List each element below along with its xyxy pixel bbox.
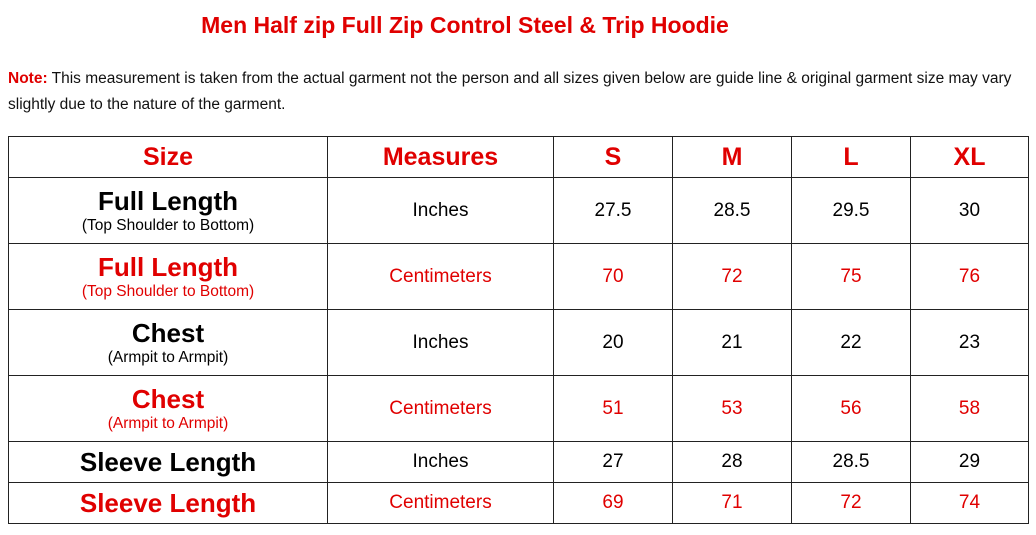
measure-description: (Top Shoulder to Bottom) xyxy=(81,282,255,300)
unit-cell: Centimeters xyxy=(327,243,554,310)
unit-cell: Inches xyxy=(327,177,554,244)
measure-cell: Chest (Armpit to Armpit) xyxy=(8,375,328,442)
value-xl: 30 xyxy=(910,177,1029,244)
value-s: 27.5 xyxy=(553,177,673,244)
value-l: 28.5 xyxy=(791,441,911,483)
value-m: 28.5 xyxy=(672,177,792,244)
measure-cell: Chest (Armpit to Armpit) xyxy=(8,309,328,376)
measure-cell: Sleeve Length xyxy=(8,482,328,524)
measure-cell: Full Length (Top Shoulder to Bottom) xyxy=(8,243,328,310)
measure-name: Chest xyxy=(131,383,205,414)
measure-name: Full Length xyxy=(97,251,239,282)
unit-cell: Inches xyxy=(327,309,554,376)
value-s: 69 xyxy=(553,482,673,524)
value-m: 71 xyxy=(672,482,792,524)
value-m: 53 xyxy=(672,375,792,442)
measure-description: (Armpit to Armpit) xyxy=(107,414,229,432)
header-l: L xyxy=(791,136,911,178)
value-s: 51 xyxy=(553,375,673,442)
unit-cell: Centimeters xyxy=(327,482,554,524)
value-l: 75 xyxy=(791,243,911,310)
value-s: 70 xyxy=(553,243,673,310)
value-l: 56 xyxy=(791,375,911,442)
value-l: 29.5 xyxy=(791,177,911,244)
table-row: Full Length (Top Shoulder to Bottom) Inc… xyxy=(8,177,1029,244)
value-xl: 23 xyxy=(910,309,1029,376)
value-m: 72 xyxy=(672,243,792,310)
value-xl: 74 xyxy=(910,482,1029,524)
measure-name: Sleeve Length xyxy=(79,488,257,518)
table-row: Full Length (Top Shoulder to Bottom) Cen… xyxy=(8,243,1029,310)
note-text: This measurement is taken from the actua… xyxy=(8,70,1012,113)
table-row: Chest (Armpit to Armpit) Inches 20 21 22… xyxy=(8,309,1029,376)
header-xl: XL xyxy=(910,136,1029,178)
value-l: 72 xyxy=(791,482,911,524)
value-s: 20 xyxy=(553,309,673,376)
measure-cell: Full Length (Top Shoulder to Bottom) xyxy=(8,177,328,244)
table-header-row: Size Measures S M L XL xyxy=(8,136,1029,178)
value-xl: 58 xyxy=(910,375,1029,442)
note-label: Note: xyxy=(8,70,48,87)
measurement-note: Note: This measurement is taken from the… xyxy=(8,66,1018,118)
size-chart-table: Size Measures S M L XL Full Length (Top … xyxy=(8,136,1029,524)
unit-cell: Centimeters xyxy=(327,375,554,442)
value-m: 21 xyxy=(672,309,792,376)
value-m: 28 xyxy=(672,441,792,483)
measure-cell: Sleeve Length xyxy=(8,441,328,483)
measure-name: Sleeve Length xyxy=(79,447,257,477)
measure-name: Chest xyxy=(131,317,205,348)
value-xl: 29 xyxy=(910,441,1029,483)
table-row: Sleeve Length Centimeters 69 71 72 74 xyxy=(8,482,1029,524)
header-m: M xyxy=(672,136,792,178)
header-size: Size xyxy=(8,136,328,178)
table-row: Sleeve Length Inches 27 28 28.5 29 xyxy=(8,441,1029,483)
measure-name: Full Length xyxy=(97,185,239,216)
unit-cell: Inches xyxy=(327,441,554,483)
measure-description: (Top Shoulder to Bottom) xyxy=(81,216,255,234)
table-row: Chest (Armpit to Armpit) Centimeters 51 … xyxy=(8,375,1029,442)
value-l: 22 xyxy=(791,309,911,376)
measure-description: (Armpit to Armpit) xyxy=(107,348,229,366)
header-measures: Measures xyxy=(327,136,554,178)
value-xl: 76 xyxy=(910,243,1029,310)
value-s: 27 xyxy=(553,441,673,483)
header-s: S xyxy=(553,136,673,178)
page-title: Men Half zip Full Zip Control Steel & Tr… xyxy=(201,12,729,38)
